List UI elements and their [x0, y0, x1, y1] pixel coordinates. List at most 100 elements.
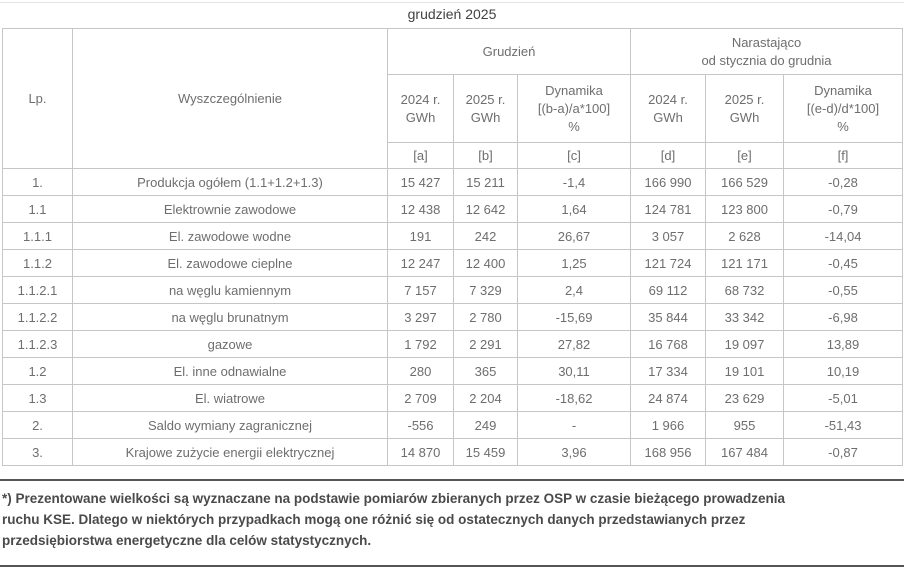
cell-f: -14,04: [783, 222, 903, 250]
cell-b: 2 204: [453, 384, 518, 412]
cell-c: 30,11: [517, 357, 631, 385]
cell-d: 1 966: [630, 411, 706, 439]
cell-c: -18,62: [517, 384, 631, 412]
cell-e: 19 101: [705, 357, 784, 385]
cell-b: 7 329: [453, 276, 518, 304]
cell-a: 280: [387, 357, 454, 385]
table-row: 1. Produkcja ogółem (1.1+1.2+1.3) 15 427 15…: [2, 168, 903, 196]
cell-name: El. zawodowe cieplne: [72, 249, 388, 277]
header-year-row: 2024 r. GWh 2025 r. GWh Dynamika [(b-a)/…: [3, 74, 903, 143]
cell-lp: 1.: [2, 168, 73, 196]
header-col-f-line1: Dynamika: [814, 82, 872, 98]
cell-lp: 2.: [2, 411, 73, 439]
cell-b: 15 211: [453, 168, 518, 196]
cell-lp: 1.1.2.2: [2, 303, 73, 331]
table-body: 1. Produkcja ogółem (1.1+1.2+1.3) 15 427 15…: [2, 168, 903, 466]
header-col-c-line1: Dynamika: [545, 82, 603, 98]
header-col-c: Dynamika [(b-a)/a*100] %: [517, 74, 631, 143]
cell-lp: 1.1.1: [2, 222, 73, 250]
cell-b: 2 780: [453, 303, 518, 331]
cell-b: 242: [453, 222, 518, 250]
top-divider: [0, 2, 904, 3]
header-wyszczegolnienie: Wyszczególnienie: [72, 28, 388, 169]
cell-c: 2,4: [517, 276, 631, 304]
cell-b: 12 642: [453, 195, 518, 223]
header-letter-f: [f]: [783, 142, 903, 169]
table-row: 2. Saldo wymiany zagranicznej -556 249-1 96…: [2, 411, 903, 439]
cell-lp: 1.1.2.1: [2, 276, 73, 304]
cell-name: El. wiatrowe: [72, 384, 388, 412]
cell-name: Elektrownie zawodowe: [72, 195, 388, 223]
cell-d: 168 956: [630, 438, 706, 466]
header-lp: Lp.: [2, 28, 73, 169]
footnote-bottom-rule: [0, 565, 904, 567]
energy-data-table: Lp. Wyszczególnienie Grudzień Narastając…: [2, 28, 903, 466]
cell-e: 166 529: [705, 168, 784, 196]
table-row: 1.1.2.2 na węglu brunatnym 3 297 2 780 -15,6…: [2, 303, 903, 331]
cell-a: 2 709: [387, 384, 454, 412]
header-group-cumulative-line2: od stycznia do grudnia: [701, 52, 832, 68]
table-header: Lp. Wyszczególnienie Grudzień Narastając…: [2, 28, 903, 169]
table-row: 1.1.2.1 na węglu kamiennym 7 157 7 329 2,4 69…: [2, 276, 903, 304]
cell-e: 123 800: [705, 195, 784, 223]
header-col-e: 2025 r. GWh: [705, 74, 784, 143]
cell-c: 1,64: [517, 195, 631, 223]
cell-a: 14 870: [387, 438, 454, 466]
header-col-a-year: 2024 r.: [400, 91, 441, 107]
footnote-line: *) Prezentowane wielkości są wyznaczane …: [2, 491, 786, 506]
cell-a: 191: [387, 222, 454, 250]
cell-lp: 1.3: [2, 384, 73, 412]
header-col-c-line2: [(b-a)/a*100]: [537, 100, 611, 116]
cell-name: na węglu brunatnym: [72, 303, 388, 331]
cell-d: 35 844: [630, 303, 706, 331]
cell-b: 249: [453, 411, 518, 439]
cell-e: 2 628: [705, 222, 784, 250]
footnote: *) Prezentowane wielkości są wyznaczane …: [2, 488, 902, 551]
header-letter-row: [a] [b] [c] [d] [e] [f]: [3, 142, 903, 169]
cell-b: 15 459: [453, 438, 518, 466]
cell-lp: 1.1.2.3: [2, 330, 73, 358]
cell-e: 68 732: [705, 276, 784, 304]
cell-e: 167 484: [705, 438, 784, 466]
header-col-b-year: 2025 r.: [465, 91, 506, 107]
cell-f: 10,19: [783, 357, 903, 385]
cell-d: 16 768: [630, 330, 706, 358]
cell-name: El. inne odnawialne: [72, 357, 388, 385]
cell-name: na węglu kamiennym: [72, 276, 388, 304]
cell-a: 1 792: [387, 330, 454, 358]
table-row: 1.1.2 El. zawodowe cieplne 12 247 12 400 1,2…: [2, 249, 903, 277]
header-letter-d: [d]: [630, 142, 706, 169]
cell-name: Saldo wymiany zagranicznej: [72, 411, 388, 439]
cell-a: -556: [387, 411, 454, 439]
cell-c: 26,67: [517, 222, 631, 250]
header-col-d-unit: GWh: [653, 109, 683, 125]
cell-a: 3 297: [387, 303, 454, 331]
cell-e: 19 097: [705, 330, 784, 358]
page-title: grudzień 2025: [407, 6, 497, 22]
cell-f: -51,43: [783, 411, 903, 439]
header-col-c-line3: %: [568, 118, 580, 134]
cell-a: 7 157: [387, 276, 454, 304]
cell-d: 69 112: [630, 276, 706, 304]
footnote-line: ruchu KSE. Dlatego w niektórych przypadk…: [2, 512, 746, 527]
table-row: 1.1.1 El. zawodowe wodne 191 242 26,67 3 057 2…: [2, 222, 903, 250]
cell-c: -1,4: [517, 168, 631, 196]
table-row: 1.3 El. wiatrowe 2 709 2 204 -18,62 24 874 23 …: [2, 384, 903, 412]
cell-c: 27,82: [517, 330, 631, 358]
header-col-b: 2025 r. GWh: [453, 74, 518, 143]
cell-c: -: [517, 411, 631, 439]
cell-f: -5,01: [783, 384, 903, 412]
header-col-e-unit: GWh: [729, 109, 760, 125]
cell-e: 33 342: [705, 303, 784, 331]
table-row: 1.2 El. inne odnawialne 280 365 30,11 17 334 1…: [2, 357, 903, 385]
cell-b: 365: [453, 357, 518, 385]
footnote-top-rule: [0, 479, 904, 481]
header-col-f-line3: %: [837, 118, 849, 134]
table-row: 1.1 Elektrownie zawodowe 12 438 12 642 1,64 1…: [2, 195, 903, 223]
cell-d: 17 334: [630, 357, 706, 385]
header-col-f-line2: [(e-d)/d*100]: [806, 100, 880, 116]
cell-d: 121 724: [630, 249, 706, 277]
cell-d: 24 874: [630, 384, 706, 412]
cell-e: 955: [705, 411, 784, 439]
